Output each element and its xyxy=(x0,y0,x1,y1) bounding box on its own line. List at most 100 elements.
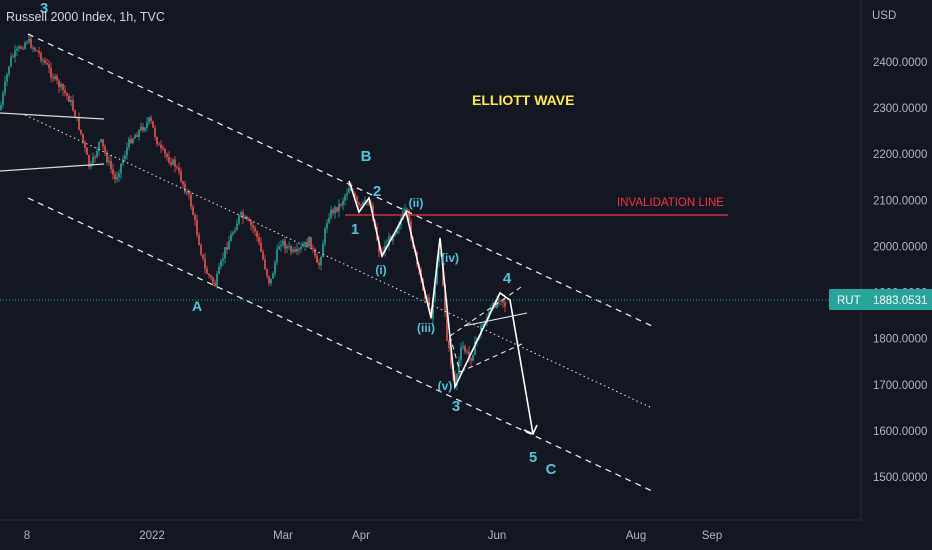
candle-body xyxy=(458,360,460,375)
candle-body xyxy=(154,127,156,138)
candle-body xyxy=(272,273,274,279)
candle-body xyxy=(120,163,122,174)
x-tick-label: Jun xyxy=(488,530,507,542)
candle-body xyxy=(284,240,286,249)
candle-body xyxy=(44,59,46,63)
candle-body xyxy=(428,297,430,309)
candle-body xyxy=(4,81,6,93)
symbol-label: RUT xyxy=(837,295,861,307)
candle-body xyxy=(198,234,200,246)
candle-body xyxy=(70,100,72,102)
candle-body xyxy=(276,249,278,263)
candle-body xyxy=(404,208,406,213)
candle-body xyxy=(356,196,358,203)
candle-body xyxy=(388,236,390,246)
candle-body xyxy=(98,141,100,151)
candle-body xyxy=(128,138,130,148)
candle-body xyxy=(166,153,168,157)
wave-label: (iii) xyxy=(417,321,435,335)
candle-body xyxy=(68,95,70,102)
candle-body xyxy=(150,117,152,121)
trend-channel xyxy=(24,33,653,492)
candle-body xyxy=(312,247,314,249)
candle-body xyxy=(234,230,236,233)
candle-body xyxy=(86,147,88,155)
candle-body xyxy=(274,262,276,274)
candle-body xyxy=(26,42,28,44)
elliott-wave-label: ELLIOTT WAVE xyxy=(472,92,574,108)
candle-body xyxy=(196,220,198,235)
candle-body xyxy=(64,90,66,93)
wave-label: (i) xyxy=(375,263,386,277)
candle-body xyxy=(436,261,438,284)
candle-body xyxy=(144,127,146,131)
y-tick-label: 2100.0000 xyxy=(873,195,927,207)
candle-body xyxy=(456,374,458,386)
y-tick-label: 1800.0000 xyxy=(873,334,927,346)
candle-body xyxy=(270,278,272,284)
time-axis: 8 2022 Mar Apr Jun Aug Sep xyxy=(24,530,722,542)
candle-body xyxy=(288,246,290,248)
wave-path xyxy=(348,180,534,435)
candle-body xyxy=(450,348,452,365)
candle-body xyxy=(80,129,82,134)
candle-body xyxy=(344,195,346,201)
candle-body xyxy=(340,204,342,206)
candle-body xyxy=(206,268,208,274)
candle-body xyxy=(40,53,42,61)
candle-body xyxy=(316,255,318,263)
candle-body xyxy=(190,194,192,207)
candle-body xyxy=(342,200,344,206)
candle-body xyxy=(130,138,132,144)
candle-body xyxy=(8,66,10,75)
candle-body xyxy=(208,273,210,276)
candle-body xyxy=(202,254,204,259)
candle-body xyxy=(172,159,174,165)
candle-body xyxy=(108,160,110,163)
wave-label: 2 xyxy=(373,183,381,200)
candle-body xyxy=(156,137,158,145)
wave-label: (iv) xyxy=(441,251,459,265)
candle-body xyxy=(448,340,450,349)
candle-body xyxy=(32,47,34,49)
candle-body xyxy=(290,246,292,252)
current-price-badge: RUT 1883.0531 xyxy=(829,289,932,310)
candle-body xyxy=(292,249,294,252)
candle-body xyxy=(214,282,216,287)
candle-body xyxy=(114,174,116,180)
x-tick-label: Sep xyxy=(702,530,722,542)
candle-body xyxy=(170,162,172,165)
candle-body xyxy=(186,191,188,193)
candle-body xyxy=(308,236,310,247)
wave-label: 5 xyxy=(529,449,537,466)
candle-body xyxy=(330,209,332,219)
candle-body xyxy=(502,300,504,303)
wave-5-arrowhead xyxy=(523,424,538,436)
candle-body xyxy=(30,38,32,48)
candle-body xyxy=(140,126,142,131)
wave-label: (ii) xyxy=(409,196,424,210)
candle-body xyxy=(432,298,434,319)
candle-body xyxy=(226,247,228,250)
candle-body xyxy=(66,92,68,96)
candle-body xyxy=(444,284,446,313)
candle-body xyxy=(164,149,166,154)
candle-body xyxy=(338,204,340,212)
candle-body xyxy=(10,56,12,67)
candle-body xyxy=(230,234,232,242)
candle-body xyxy=(46,62,48,65)
candle-body xyxy=(262,251,264,260)
candle-body xyxy=(142,126,144,131)
candle-body xyxy=(110,160,112,170)
candle-body xyxy=(358,202,360,205)
candle-body xyxy=(94,156,96,158)
candle-body xyxy=(112,169,114,175)
candle-body xyxy=(36,50,38,52)
channel-middle-line xyxy=(24,114,653,409)
candle-body xyxy=(168,156,170,163)
candle-body xyxy=(52,77,54,79)
candle-body xyxy=(332,209,334,214)
candle-body xyxy=(2,92,4,105)
candle-body xyxy=(138,130,140,137)
